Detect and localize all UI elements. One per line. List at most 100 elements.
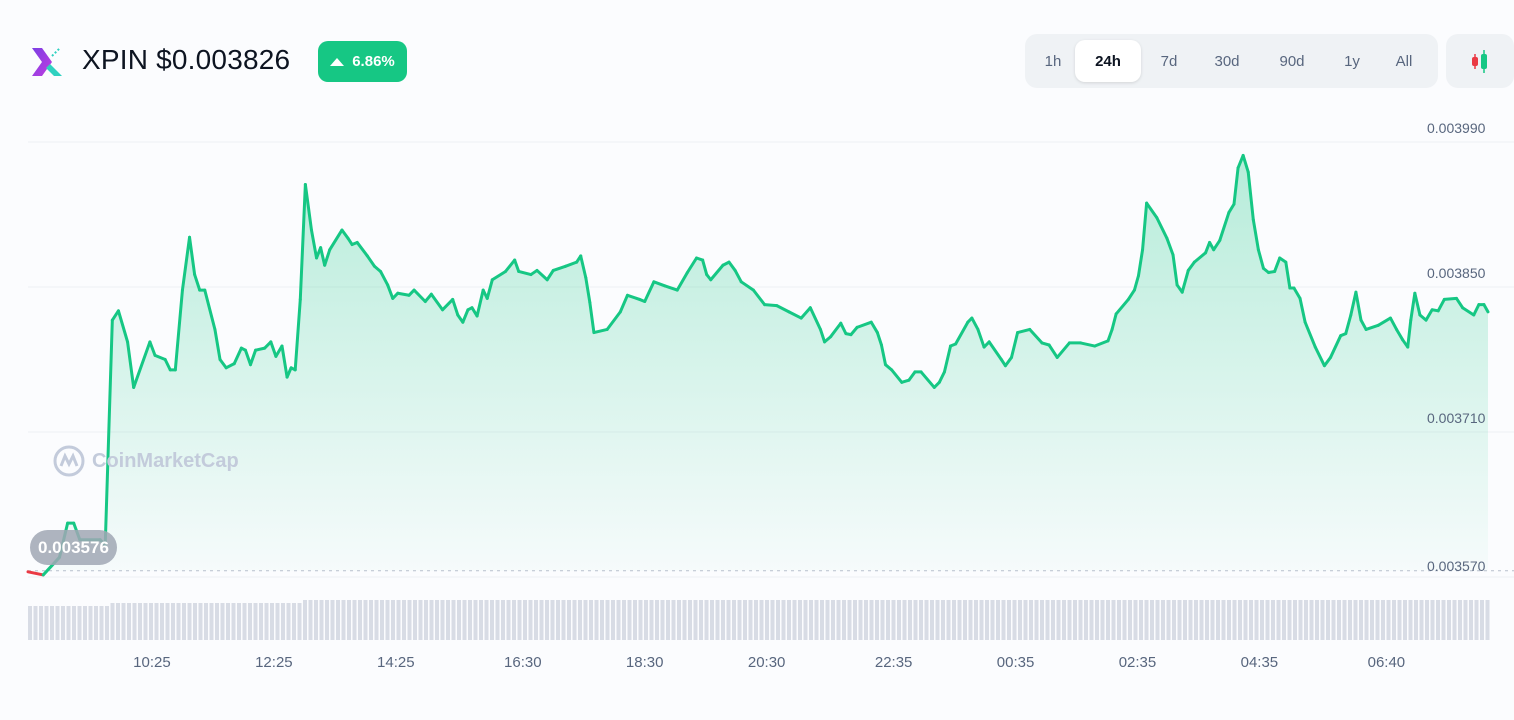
price-line-segment xyxy=(1376,316,1392,327)
volume-bar xyxy=(913,600,918,640)
price-line-segment xyxy=(579,254,588,280)
volume-bar xyxy=(28,606,32,640)
price-line-segment xyxy=(243,348,253,367)
price-line-segment xyxy=(1079,341,1097,348)
price-line-segment xyxy=(386,283,395,300)
volume-bar xyxy=(1326,600,1330,640)
volume-bar xyxy=(429,600,434,640)
volume-bar xyxy=(666,600,670,640)
price-line-segment xyxy=(126,340,136,389)
price-line-segment xyxy=(675,271,689,292)
price-line-segment xyxy=(1003,355,1013,368)
price-line-segment xyxy=(429,292,445,312)
volume-bar xyxy=(600,600,604,640)
range-90d[interactable]: 90d xyxy=(1279,52,1305,70)
price-line-segment xyxy=(1016,327,1032,335)
volume-bar xyxy=(1397,600,1402,640)
price-line-segment xyxy=(942,344,953,374)
price-line-segment xyxy=(605,310,622,331)
price-line-segment xyxy=(970,316,980,331)
volume-bar xyxy=(1249,600,1253,640)
volume-bar xyxy=(281,603,285,640)
price-line-segment xyxy=(1424,308,1434,322)
volume-bar xyxy=(132,603,137,640)
volume-bar xyxy=(1364,600,1369,640)
volume-bar xyxy=(754,600,758,640)
range-24h[interactable]: 24h xyxy=(1075,40,1141,82)
price-line-segment xyxy=(412,288,427,303)
volume-bar xyxy=(495,600,500,640)
volume-bar xyxy=(875,600,879,640)
volume-bar xyxy=(1106,600,1110,640)
volume-bar xyxy=(633,600,637,640)
volume-bar xyxy=(226,603,230,640)
chart-type-button[interactable] xyxy=(1446,34,1514,88)
volume-bar xyxy=(286,603,291,640)
volume-bar xyxy=(699,600,703,640)
volume-bar xyxy=(776,600,780,640)
range-1y[interactable]: 1y xyxy=(1344,52,1360,70)
price-line-segment xyxy=(423,292,433,303)
x-tick-label: 16:30 xyxy=(504,654,542,671)
range-7d[interactable]: 7d xyxy=(1160,52,1178,70)
range-all[interactable]: All xyxy=(1395,52,1413,70)
price-line-segment xyxy=(954,320,970,346)
x-tick-label: 04:35 xyxy=(1240,654,1279,671)
price-line-segment xyxy=(1227,202,1236,214)
volume-bar xyxy=(803,600,808,640)
range-30d[interactable]: 30d xyxy=(1214,52,1240,70)
volume-bar xyxy=(831,600,835,640)
volume-bar xyxy=(380,600,384,640)
volume-bar xyxy=(924,600,929,640)
price-line-segment xyxy=(869,320,879,335)
volume-bar xyxy=(715,600,720,640)
volume-bar xyxy=(1095,600,1099,640)
range-1h[interactable]: 1h xyxy=(1044,52,1062,70)
price-line-segment xyxy=(365,254,376,268)
volume-bar xyxy=(176,603,181,640)
volume-bar xyxy=(220,603,225,640)
volume-bar xyxy=(858,600,863,640)
volume-bar xyxy=(231,603,236,640)
price-line-segment xyxy=(1126,288,1136,301)
volume-bar xyxy=(1348,600,1352,640)
volume-bar xyxy=(1205,600,1209,640)
volume-bar xyxy=(1194,600,1198,640)
price-line-segment xyxy=(775,304,791,314)
volume-bar xyxy=(204,603,208,640)
volume-bar xyxy=(1183,600,1187,640)
volume-bar xyxy=(187,603,192,640)
volume-bar xyxy=(369,600,373,640)
price-line-segment xyxy=(298,182,307,301)
price-line-segment xyxy=(1218,210,1231,242)
volume-bar xyxy=(198,603,203,640)
price-line-segment xyxy=(563,260,579,268)
price-change-value: 6.86% xyxy=(352,53,395,70)
volume-bar xyxy=(1188,600,1193,640)
volume-bar xyxy=(446,600,450,640)
volume-bar xyxy=(732,600,736,640)
volume-bar xyxy=(787,600,791,640)
price-line-segment xyxy=(180,235,192,292)
volume-bar xyxy=(501,600,505,640)
price-line-segment xyxy=(232,346,243,366)
volume-bar xyxy=(1139,600,1143,640)
price-line-segment xyxy=(173,288,184,372)
volume-bar xyxy=(1298,600,1303,640)
volume-bar xyxy=(83,606,87,640)
volume-bar xyxy=(743,600,747,640)
price-line-segment xyxy=(643,280,656,303)
volume-bar xyxy=(138,603,142,640)
volume-bar xyxy=(935,600,940,640)
price-line-segment xyxy=(1055,341,1071,359)
price-line-segment xyxy=(907,370,917,382)
price-line-segment xyxy=(1388,316,1399,331)
price-line-segment xyxy=(535,268,549,282)
volume-bar xyxy=(149,603,153,640)
volume-bar xyxy=(869,600,874,640)
volume-bar xyxy=(1375,600,1380,640)
x-tick-label: 14:25 xyxy=(377,654,415,671)
volume-bar xyxy=(655,600,659,640)
volume-bar xyxy=(1408,600,1413,640)
